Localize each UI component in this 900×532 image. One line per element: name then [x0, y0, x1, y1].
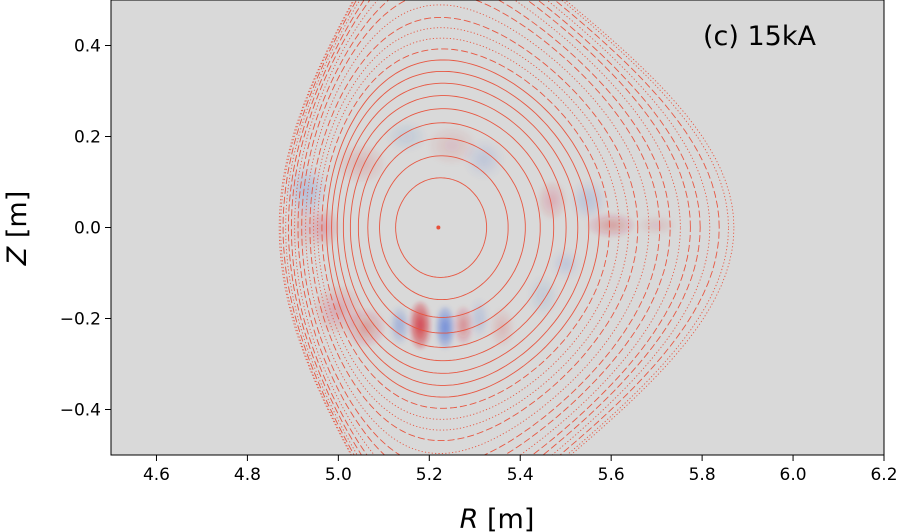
perturbation-blob	[300, 183, 313, 199]
flux-surface-contour	[305, 4, 650, 454]
flux-surface-layer	[278, 0, 735, 455]
x-tick-label: 5.4	[507, 465, 534, 485]
perturbation-blob	[538, 289, 548, 302]
x-tick-label: 5.2	[416, 465, 443, 485]
y-axis-label: Z [m]	[2, 191, 33, 266]
perturbation-blob	[477, 153, 490, 166]
plot-background	[111, 0, 884, 455]
x-tick-label: 5.8	[689, 465, 716, 485]
x-axis-ticks: 4.6 4.8 5.0 5.2 5.4 5.6 5.8 6.0 6.2	[143, 455, 898, 485]
flux-surface-contour	[395, 177, 488, 278]
y-axis-variable: Z	[2, 246, 33, 266]
perturbation-blob	[353, 157, 369, 170]
x-tick-label: 5.6	[598, 465, 625, 485]
flux-surface-contour	[379, 155, 509, 301]
perturbation-blob	[561, 259, 571, 269]
y-tick-label: 0.4	[74, 37, 101, 57]
flux-surface-contour	[294, 0, 681, 455]
perturbation-blob	[603, 221, 619, 230]
y-tick-label: −0.4	[60, 401, 101, 421]
x-tick-label: 4.6	[143, 465, 170, 485]
flux-surface-contour	[317, 37, 620, 420]
flux-surface-contour	[309, 16, 639, 442]
x-axis-variable: R	[460, 504, 479, 532]
perturbation-blob	[498, 321, 506, 334]
x-tick-label: 6.0	[780, 465, 807, 485]
perturbation-blob	[476, 312, 483, 325]
y-tick-label: 0.2	[74, 128, 101, 148]
flux-surface-contour	[326, 59, 600, 398]
x-axis-unit: [m]	[478, 504, 534, 532]
magnetic-axis-layer	[436, 225, 441, 230]
flux-surface-contour	[357, 122, 541, 334]
y-axis-ticks: −0.4 −0.2 0.0 0.2 0.4	[60, 37, 111, 421]
flux-surface-contour	[287, 0, 701, 455]
flux-surface-contour	[282, 0, 720, 455]
x-tick-label: 6.2	[870, 465, 897, 485]
x-axis-label: R [m]	[460, 504, 535, 532]
perturbation-blob	[444, 139, 460, 152]
flux-surface-contour	[342, 95, 567, 362]
y-tick-label: −0.2	[60, 310, 101, 330]
perturbation-blob	[300, 219, 313, 236]
panel-title: (c) 15kA	[703, 21, 816, 52]
y-axis-unit: [m]	[2, 191, 33, 247]
flux-surface-contour	[331, 70, 590, 386]
flux-surface-contour	[367, 137, 526, 318]
perturbation-blob	[396, 319, 403, 332]
flux-surface-contour	[301, 0, 661, 455]
magnetic-axis-marker	[436, 225, 441, 230]
perturbation-blob	[460, 319, 467, 332]
perturbation-blob	[400, 131, 413, 142]
perturbation-blob	[442, 320, 449, 335]
flux-surface-contour	[321, 48, 610, 409]
x-tick-label: 4.8	[234, 465, 261, 485]
y-tick-label: 0.0	[74, 219, 101, 239]
x-tick-label: 5.0	[325, 465, 352, 485]
flux-surface-contour	[349, 108, 555, 348]
flux-surface-contour	[297, 0, 671, 455]
flux-surface-contour	[336, 82, 579, 374]
perturbation-blob	[650, 222, 663, 229]
